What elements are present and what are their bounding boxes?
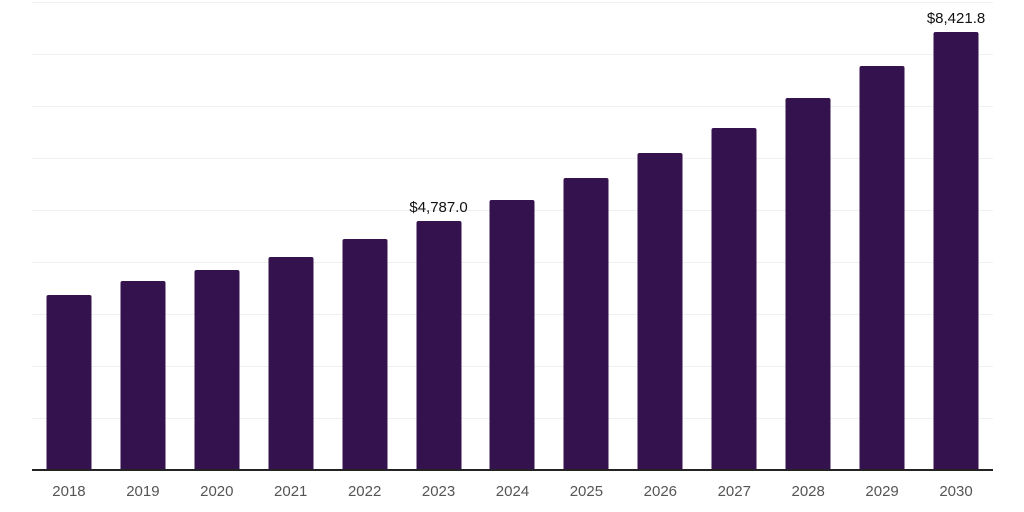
- bar-2022: [342, 239, 388, 470]
- bar-2025: [563, 178, 609, 470]
- gridline: [32, 158, 993, 159]
- gridline: [32, 54, 993, 55]
- bar-slot-2020: [180, 0, 254, 470]
- bar-2021: [268, 256, 314, 470]
- bar-2018: [46, 295, 92, 470]
- x-tick-label-2024: 2024: [495, 483, 530, 500]
- bar-2030: [933, 32, 979, 470]
- bar-2024: [489, 200, 535, 470]
- data-label-2030: $8,421.8: [926, 10, 986, 28]
- x-tick-label-2019: 2019: [126, 483, 160, 500]
- x-tick-label-2026: 2026: [643, 483, 678, 500]
- x-tick-label-2018: 2018: [52, 483, 86, 500]
- bar-2026: [637, 153, 683, 470]
- x-tick-label-2025: 2025: [569, 483, 604, 500]
- bar-slot-2028: [771, 0, 845, 470]
- x-tick-label-2021: 2021: [274, 483, 308, 500]
- plot-area: $4,787.0 $8,421.8: [32, 0, 993, 470]
- bar-2019: [120, 280, 166, 470]
- bar-2028: [785, 98, 831, 470]
- bar-slot-2022: [328, 0, 402, 470]
- x-tick-label-2027: 2027: [717, 483, 751, 500]
- x-tick-label-2020: 2020: [200, 483, 234, 500]
- x-tick-label-2030: 2030: [939, 483, 973, 500]
- bar-slot-2026: [623, 0, 697, 470]
- bar-2023: [416, 221, 462, 470]
- bar-slot-2027: [697, 0, 771, 470]
- bar-slot-2024: [476, 0, 550, 470]
- x-tick-label-2028: 2028: [791, 483, 825, 500]
- x-tick-label-2029: 2029: [865, 483, 899, 500]
- bar-2027: [711, 127, 757, 470]
- bar-slot-2021: [254, 0, 328, 470]
- bar-2020: [194, 270, 240, 470]
- x-axis-labels: 2018 2019 2020 2021 2022 2023 2024 2025 2026 2027…: [32, 483, 993, 505]
- gridline: [32, 2, 993, 3]
- gridline: [32, 106, 993, 107]
- bar-slot-2023: $4,787.0: [402, 0, 476, 470]
- x-axis-line: [32, 469, 993, 471]
- bar-slot-2025: [549, 0, 623, 470]
- bar-slot-2019: [106, 0, 180, 470]
- x-tick-label-2022: 2022: [347, 483, 382, 500]
- data-label-2023: $4,787.0: [409, 199, 468, 217]
- bar-slot-2029: [845, 0, 919, 470]
- bar-slot-2018: [32, 0, 106, 470]
- bar-slot-2030: $8,421.8: [919, 0, 993, 470]
- x-tick-label-2023: 2023: [421, 483, 456, 500]
- bar-2029: [859, 65, 905, 470]
